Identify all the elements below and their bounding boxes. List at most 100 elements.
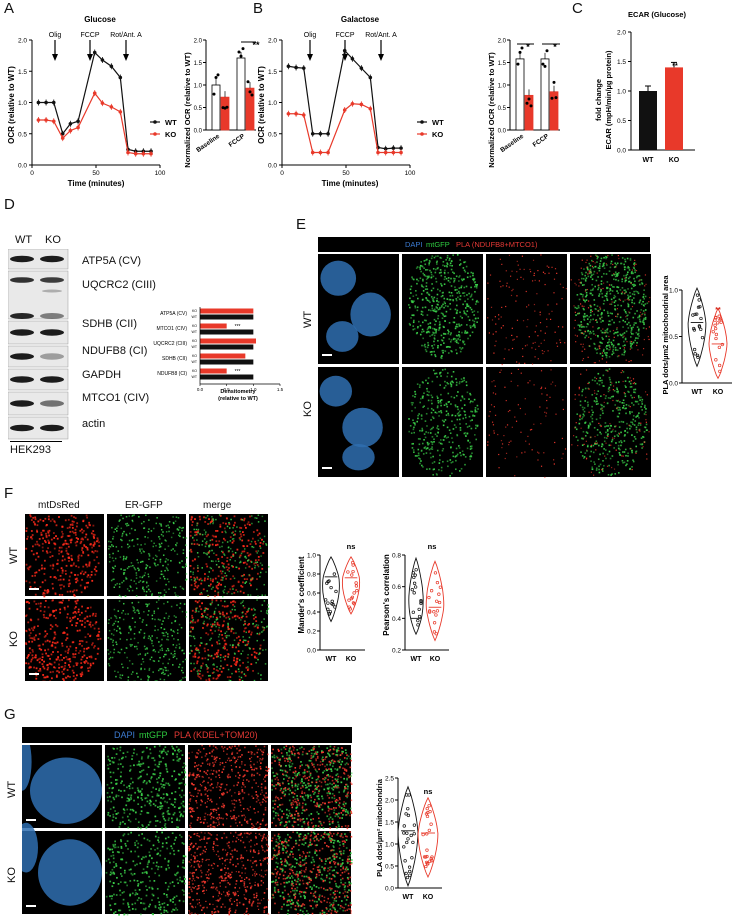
mtgfp-signal: [617, 286, 620, 289]
pla-dot: [626, 341, 628, 343]
pla-dot: [605, 442, 607, 444]
mtgfp-signal: [432, 369, 435, 372]
mtdsred-signal: [204, 643, 207, 646]
mtdsred-signal: [52, 651, 54, 653]
mtgfp-signal: [148, 802, 151, 805]
mtgfp-signal: [641, 321, 644, 323]
mtgfp-signal: [623, 332, 626, 334]
pla-dot: [639, 279, 641, 281]
mtdsred-signal: [56, 537, 59, 540]
ergfp-signal: [233, 577, 236, 580]
ergfp-signal: [157, 651, 160, 653]
mtdsred-signal: [217, 675, 220, 678]
mtdsred-signal: [80, 611, 83, 614]
mtgfp-signal: [591, 420, 594, 423]
mtgfp-signal: [426, 277, 429, 279]
pla-dot: [492, 424, 495, 426]
mtgfp-signal: [587, 275, 590, 278]
pla-dot: [583, 443, 585, 445]
pla-dot: [499, 371, 501, 373]
mtgfp-signal: [447, 279, 450, 282]
mtdsred-signal: [95, 621, 98, 624]
mtgfp-signal: [582, 315, 585, 317]
mtgfp-signal: [155, 820, 157, 822]
mtgfp-signal: [435, 277, 437, 280]
mtgfp-signal: [617, 461, 619, 463]
pla-dot: [575, 422, 577, 424]
mtgfp-signal: [427, 344, 430, 347]
mtgfp-signal: [631, 411, 633, 413]
ergfp-signal: [222, 565, 224, 567]
mtdsred-signal: [73, 516, 75, 519]
dens-category-label: NDUFB8 (CI): [157, 371, 187, 377]
mtdsred-signal: [75, 624, 77, 627]
mtgfp-signal: [442, 336, 445, 339]
ergfp-signal: [231, 550, 234, 553]
ergfp-signal: [218, 514, 221, 516]
ergfp-signal: [224, 600, 226, 603]
mtgfp-signal: [435, 328, 438, 331]
mtgfp-signal: [454, 278, 456, 280]
data-point: [326, 131, 330, 136]
mtgfp-signal: [619, 409, 621, 411]
mtgfp-signal: [617, 304, 619, 306]
mtdsred-signal: [73, 520, 75, 523]
mtgfp-signal: [425, 319, 427, 322]
ergfp-signal: [162, 634, 165, 637]
mtgfp-signal: [601, 342, 603, 345]
mtgfp-signal: [635, 450, 638, 453]
ergfp-signal: [161, 623, 163, 625]
mtdsred-signal: [220, 583, 222, 586]
ergfp-signal: [130, 638, 132, 640]
ergfp-signal: [123, 569, 125, 571]
pla-dot: [495, 323, 497, 325]
ergfp-signal: [232, 527, 234, 529]
pla-dot: [587, 307, 590, 309]
pla-dot: [620, 371, 622, 374]
violin-point: [435, 609, 440, 613]
mtgfp-signal: [591, 259, 593, 262]
panel-e-sig: **: [715, 307, 721, 314]
mtgfp-signal: [582, 438, 584, 440]
mtgfp-signal: [433, 468, 436, 470]
mtdsred-signal: [222, 613, 224, 616]
mtdsred-signal: [221, 637, 224, 640]
pla-dot: [643, 441, 646, 443]
violin-point: [419, 599, 423, 603]
mtdsred-signal: [217, 558, 220, 560]
mtgfp-signal: [444, 320, 447, 322]
pla-dot: [588, 411, 590, 413]
mtgfp-signal: [436, 435, 438, 437]
ergfp-signal: [162, 575, 165, 578]
mtgfp-signal: [606, 430, 609, 432]
mtgfp-signal: [631, 396, 634, 399]
ergfp-signal: [157, 618, 160, 621]
violin-point: [695, 312, 699, 316]
mtdsred-signal: [235, 637, 238, 639]
pla-dot: [613, 336, 615, 338]
mtgfp-signal: [408, 306, 411, 309]
mtgfp-signal: [430, 271, 433, 274]
mtgfp-signal: [447, 436, 449, 439]
mtgfp-signal: [474, 324, 476, 327]
mtgfp-signal: [456, 254, 459, 256]
mtdsred-signal: [90, 573, 93, 576]
mtgfp-signal: [617, 343, 620, 345]
mtdsred-signal: [98, 541, 100, 544]
mtgfp-signal: [624, 350, 626, 353]
ergfp-signal: [181, 527, 183, 529]
mtgfp-signal: [417, 417, 419, 420]
ergfp-signal: [175, 657, 178, 660]
mtgfp-signal: [456, 453, 459, 456]
mtgfp-signal: [643, 321, 645, 324]
ergfp-signal: [133, 633, 136, 635]
mtgfp-signal: [645, 423, 648, 426]
mtgfp-signal: [463, 410, 466, 413]
ergfp-signal: [264, 520, 266, 522]
mtgfp-signal: [636, 341, 638, 344]
mtdsred-signal: [61, 525, 64, 528]
pla-dot: [601, 352, 604, 354]
mtgfp-signal: [458, 410, 461, 413]
mtgfp-signal: [577, 439, 579, 442]
